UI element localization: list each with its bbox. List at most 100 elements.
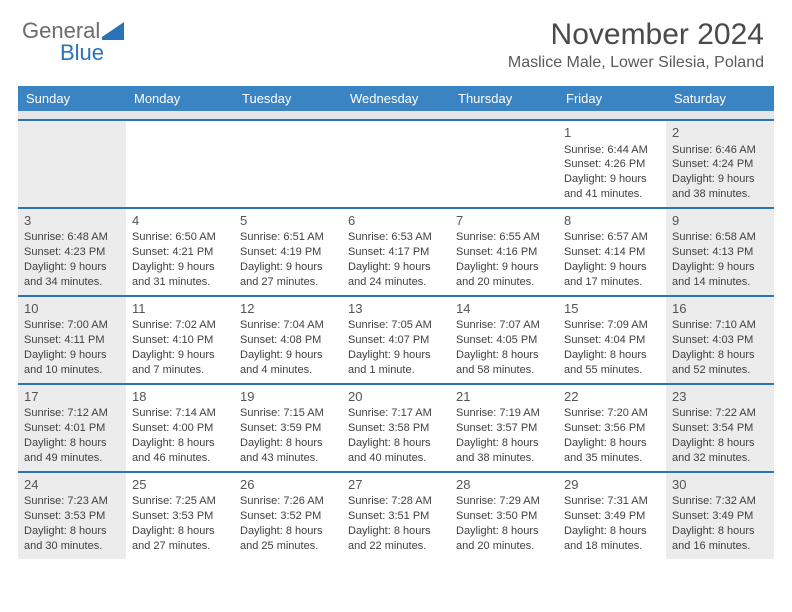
cell-daylight1: Daylight: 8 hours — [24, 524, 120, 539]
cell-daylight2: and 55 minutes. — [564, 363, 660, 378]
cell-sunset: Sunset: 4:19 PM — [240, 245, 336, 260]
month-title: November 2024 — [508, 18, 764, 52]
day-header-cell: Monday — [126, 86, 234, 111]
calendar-cell: 14Sunrise: 7:07 AMSunset: 4:05 PMDayligh… — [450, 297, 558, 383]
cell-sunrise: Sunrise: 7:10 AM — [672, 318, 768, 333]
cell-sunset: Sunset: 3:51 PM — [348, 509, 444, 524]
day-header-row: Sunday Monday Tuesday Wednesday Thursday… — [18, 86, 774, 111]
cell-daylight1: Daylight: 9 hours — [564, 260, 660, 275]
cell-daylight2: and 17 minutes. — [564, 275, 660, 290]
day-number: 18 — [132, 388, 228, 406]
cell-daylight1: Daylight: 8 hours — [456, 524, 552, 539]
day-number: 1 — [564, 124, 660, 142]
cell-daylight2: and 43 minutes. — [240, 451, 336, 466]
calendar-cell: 16Sunrise: 7:10 AMSunset: 4:03 PMDayligh… — [666, 297, 774, 383]
cell-daylight1: Daylight: 9 hours — [456, 260, 552, 275]
day-number: 2 — [672, 124, 768, 142]
cell-daylight2: and 31 minutes. — [132, 275, 228, 290]
cell-daylight1: Daylight: 8 hours — [672, 348, 768, 363]
calendar-cell — [18, 121, 126, 207]
day-header-cell: Tuesday — [234, 86, 342, 111]
calendar-cell — [450, 121, 558, 207]
calendar-cell — [234, 121, 342, 207]
cell-daylight1: Daylight: 8 hours — [348, 436, 444, 451]
calendar-cell: 27Sunrise: 7:28 AMSunset: 3:51 PMDayligh… — [342, 473, 450, 559]
cell-sunset: Sunset: 4:10 PM — [132, 333, 228, 348]
cell-sunrise: Sunrise: 6:58 AM — [672, 230, 768, 245]
cell-daylight2: and 24 minutes. — [348, 275, 444, 290]
brand-triangle-icon — [102, 22, 124, 40]
calendar-cell: 3Sunrise: 6:48 AMSunset: 4:23 PMDaylight… — [18, 209, 126, 295]
cell-daylight2: and 20 minutes. — [456, 539, 552, 554]
cell-daylight2: and 40 minutes. — [348, 451, 444, 466]
cell-daylight2: and 30 minutes. — [24, 539, 120, 554]
cell-daylight1: Daylight: 9 hours — [24, 348, 120, 363]
cell-daylight2: and 38 minutes. — [672, 187, 768, 202]
calendar-cell: 1Sunrise: 6:44 AMSunset: 4:26 PMDaylight… — [558, 121, 666, 207]
day-number: 23 — [672, 388, 768, 406]
cell-daylight1: Daylight: 9 hours — [564, 172, 660, 187]
day-number: 6 — [348, 212, 444, 230]
cell-sunrise: Sunrise: 7:15 AM — [240, 406, 336, 421]
cell-sunrise: Sunrise: 7:23 AM — [24, 494, 120, 509]
calendar-cell: 4Sunrise: 6:50 AMSunset: 4:21 PMDaylight… — [126, 209, 234, 295]
cell-sunset: Sunset: 3:50 PM — [456, 509, 552, 524]
cell-sunset: Sunset: 4:24 PM — [672, 157, 768, 172]
cell-sunset: Sunset: 3:52 PM — [240, 509, 336, 524]
calendar-cell: 8Sunrise: 6:57 AMSunset: 4:14 PMDaylight… — [558, 209, 666, 295]
calendar-cell: 29Sunrise: 7:31 AMSunset: 3:49 PMDayligh… — [558, 473, 666, 559]
cell-sunset: Sunset: 3:49 PM — [672, 509, 768, 524]
calendar-cell: 26Sunrise: 7:26 AMSunset: 3:52 PMDayligh… — [234, 473, 342, 559]
cell-daylight1: Daylight: 8 hours — [672, 524, 768, 539]
cell-sunset: Sunset: 4:00 PM — [132, 421, 228, 436]
title-block: November 2024 Maslice Male, Lower Silesi… — [508, 18, 764, 72]
cell-daylight1: Daylight: 9 hours — [348, 260, 444, 275]
cell-daylight1: Daylight: 8 hours — [564, 348, 660, 363]
day-number: 3 — [24, 212, 120, 230]
header: General Blue November 2024 Maslice Male,… — [0, 0, 792, 78]
day-number: 28 — [456, 476, 552, 494]
cell-sunrise: Sunrise: 6:55 AM — [456, 230, 552, 245]
cell-sunset: Sunset: 3:53 PM — [132, 509, 228, 524]
cell-daylight1: Daylight: 8 hours — [564, 524, 660, 539]
cell-sunset: Sunset: 4:01 PM — [24, 421, 120, 436]
cell-sunrise: Sunrise: 7:32 AM — [672, 494, 768, 509]
calendar-cell: 18Sunrise: 7:14 AMSunset: 4:00 PMDayligh… — [126, 385, 234, 471]
cell-sunset: Sunset: 4:05 PM — [456, 333, 552, 348]
calendar-cell: 10Sunrise: 7:00 AMSunset: 4:11 PMDayligh… — [18, 297, 126, 383]
cell-sunrise: Sunrise: 6:53 AM — [348, 230, 444, 245]
day-number: 27 — [348, 476, 444, 494]
cell-daylight1: Daylight: 9 hours — [240, 348, 336, 363]
cell-daylight2: and 10 minutes. — [24, 363, 120, 378]
calendar-cell: 7Sunrise: 6:55 AMSunset: 4:16 PMDaylight… — [450, 209, 558, 295]
cell-daylight2: and 46 minutes. — [132, 451, 228, 466]
cell-daylight2: and 20 minutes. — [456, 275, 552, 290]
calendar-cell: 9Sunrise: 6:58 AMSunset: 4:13 PMDaylight… — [666, 209, 774, 295]
calendar-cell: 13Sunrise: 7:05 AMSunset: 4:07 PMDayligh… — [342, 297, 450, 383]
calendar-cell: 25Sunrise: 7:25 AMSunset: 3:53 PMDayligh… — [126, 473, 234, 559]
cell-sunset: Sunset: 3:59 PM — [240, 421, 336, 436]
cell-sunrise: Sunrise: 7:29 AM — [456, 494, 552, 509]
calendar-cell: 11Sunrise: 7:02 AMSunset: 4:10 PMDayligh… — [126, 297, 234, 383]
cell-daylight2: and 35 minutes. — [564, 451, 660, 466]
cell-sunrise: Sunrise: 6:57 AM — [564, 230, 660, 245]
week-row: 10Sunrise: 7:00 AMSunset: 4:11 PMDayligh… — [18, 295, 774, 383]
cell-sunrise: Sunrise: 7:19 AM — [456, 406, 552, 421]
cell-daylight2: and 22 minutes. — [348, 539, 444, 554]
calendar-cell: 30Sunrise: 7:32 AMSunset: 3:49 PMDayligh… — [666, 473, 774, 559]
cell-daylight2: and 27 minutes. — [240, 275, 336, 290]
cell-daylight2: and 52 minutes. — [672, 363, 768, 378]
cell-daylight1: Daylight: 9 hours — [672, 172, 768, 187]
cell-daylight2: and 4 minutes. — [240, 363, 336, 378]
day-number: 13 — [348, 300, 444, 318]
cell-sunrise: Sunrise: 7:07 AM — [456, 318, 552, 333]
cell-sunrise: Sunrise: 7:12 AM — [24, 406, 120, 421]
cell-daylight2: and 18 minutes. — [564, 539, 660, 554]
cell-sunset: Sunset: 3:58 PM — [348, 421, 444, 436]
cell-sunrise: Sunrise: 7:22 AM — [672, 406, 768, 421]
cell-sunset: Sunset: 3:56 PM — [564, 421, 660, 436]
cell-sunset: Sunset: 4:08 PM — [240, 333, 336, 348]
cell-sunrise: Sunrise: 6:46 AM — [672, 143, 768, 158]
day-number: 30 — [672, 476, 768, 494]
cell-daylight1: Daylight: 9 hours — [132, 348, 228, 363]
